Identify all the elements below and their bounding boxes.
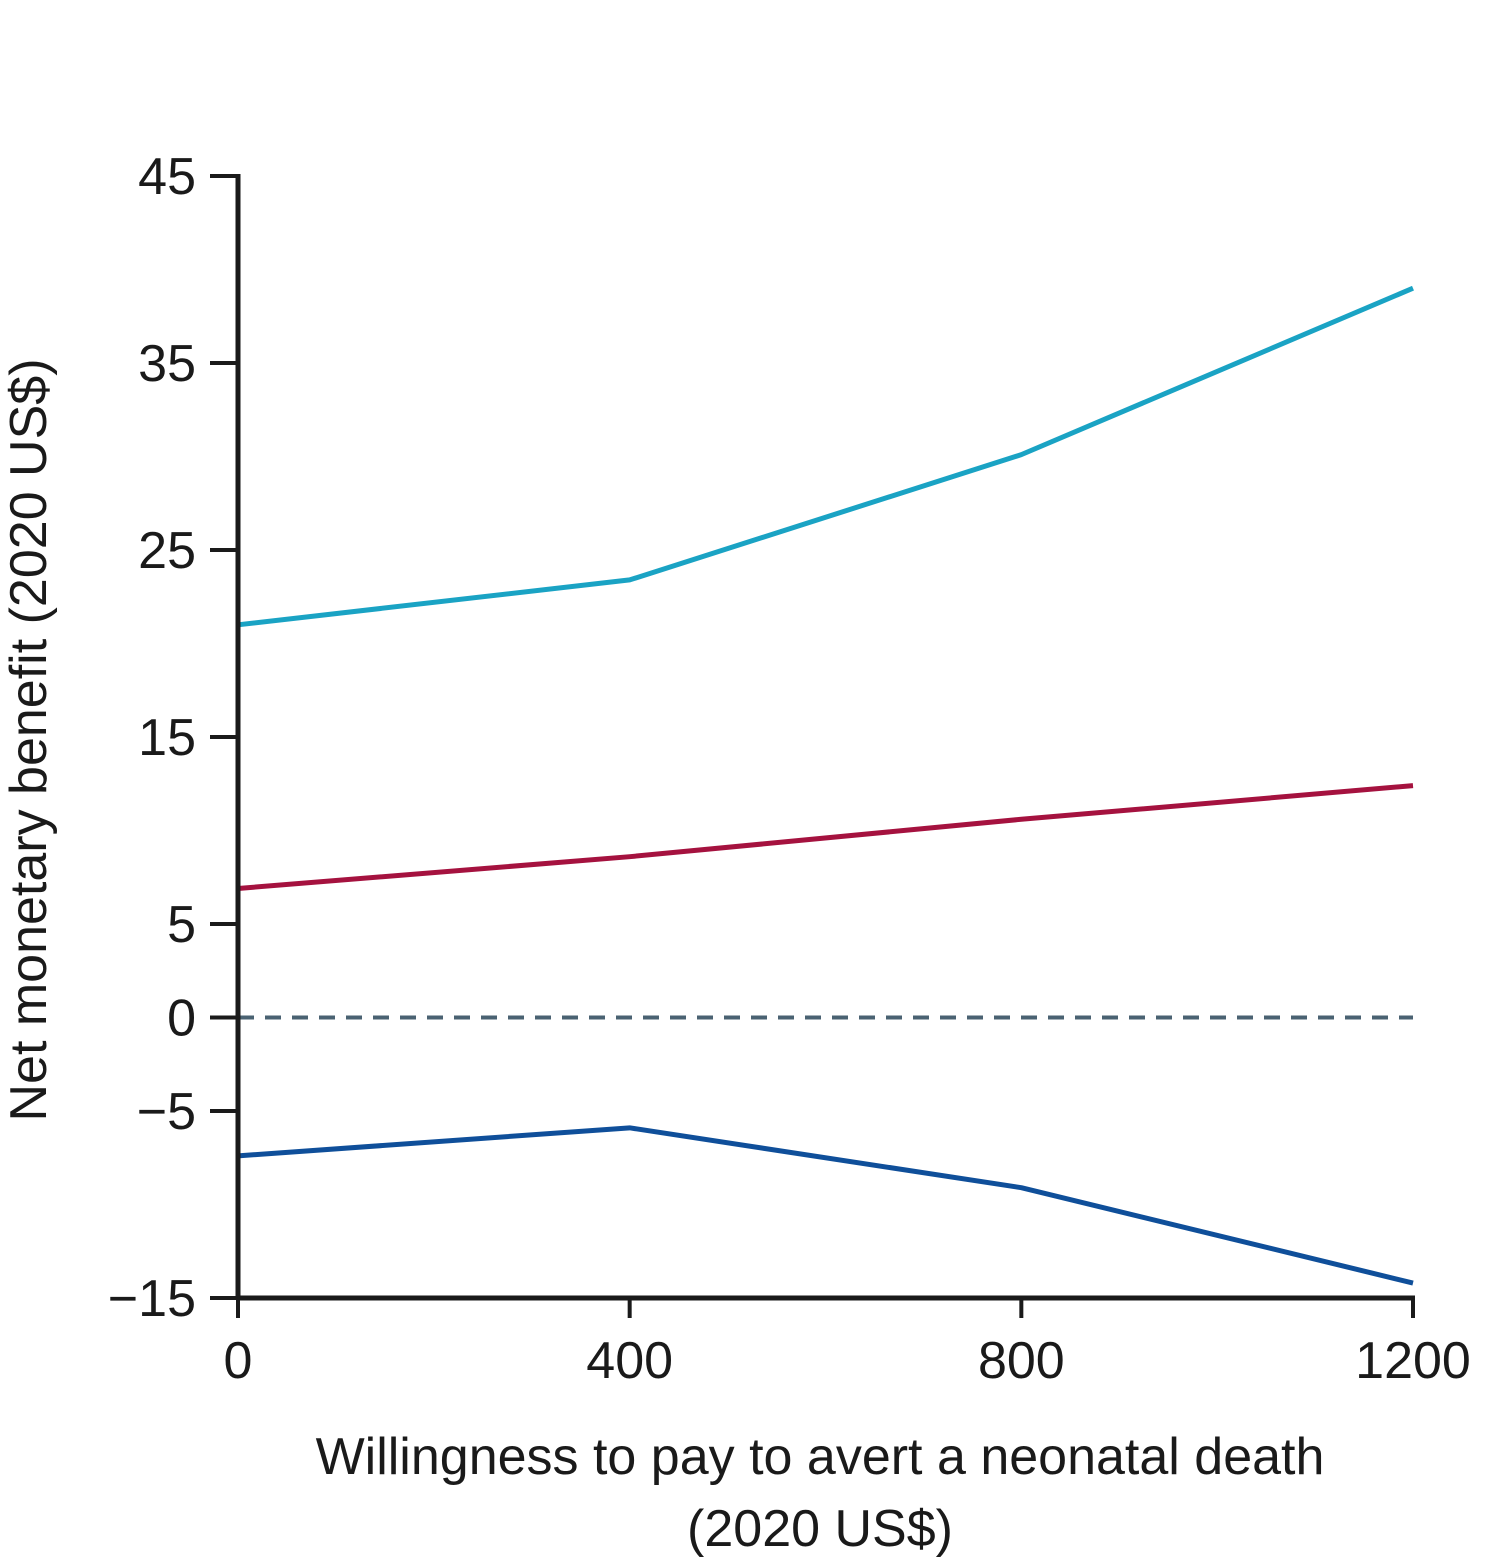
y-tick-label: 25 (138, 522, 196, 580)
x-axis-title-line2: (2020 US$) (687, 1500, 953, 1558)
y-tick-label: 5 (167, 896, 196, 954)
ticks-layer: −15 −5 0 5 15 25 35 45 0 400 800 1200 (108, 148, 1471, 1390)
y-tick-label: 15 (138, 709, 196, 767)
y-tick-label: 0 (167, 990, 196, 1048)
series-line-1 (237, 285, 1414, 628)
x-tick-label: 400 (586, 1332, 673, 1390)
y-axis-title: Net monetary benefit (2020 US$) (0, 358, 58, 1121)
series-layer (237, 285, 1414, 1286)
x-tick-label: 800 (978, 1332, 1065, 1390)
y-tick-label: 35 (138, 335, 196, 393)
series-line-2 (237, 783, 1414, 891)
y-tick-label: −5 (137, 1083, 196, 1141)
x-tick-label: 0 (224, 1332, 253, 1390)
axes-layer (235, 174, 1415, 1301)
x-tick-label: 1200 (1355, 1332, 1471, 1390)
x-axis-title: Willingness to pay to avert a neonatal d… (316, 1428, 1325, 1486)
y-tick-label: −15 (108, 1270, 196, 1328)
y-tick-label: 45 (138, 148, 196, 206)
series-line-3 (237, 1125, 1414, 1286)
